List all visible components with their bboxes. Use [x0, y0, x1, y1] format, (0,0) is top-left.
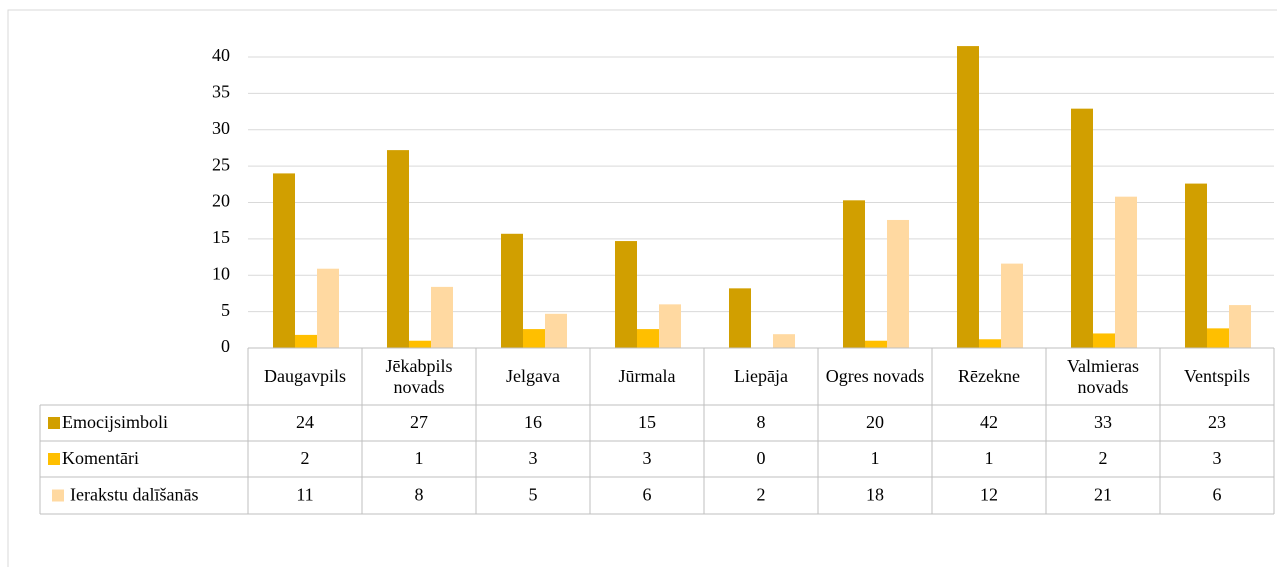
bar — [843, 200, 865, 348]
y-tick-label: 10 — [212, 263, 230, 283]
category-label: Jēkabpils novads — [385, 355, 453, 397]
y-tick-label: 5 — [221, 300, 230, 320]
category-label: Daugavpils — [264, 366, 346, 386]
table-cell: 1 — [415, 448, 424, 468]
table-cell: 1 — [871, 448, 880, 468]
table-cell: 16 — [524, 412, 542, 432]
table-cell: 0 — [757, 448, 766, 468]
bar — [317, 268, 339, 348]
category-label: Rēzekne — [958, 366, 1020, 386]
table-cell: 2 — [1099, 448, 1108, 468]
y-tick-label: 35 — [212, 82, 230, 102]
y-tick-label: 40 — [212, 45, 230, 65]
table-cell: 12 — [980, 485, 998, 505]
bar — [637, 329, 659, 348]
bar — [773, 334, 795, 348]
bar — [1185, 183, 1207, 348]
y-tick-label: 15 — [212, 227, 230, 247]
category-label: Valmieras novads — [1067, 355, 1139, 397]
bar — [501, 233, 523, 348]
table-cell: 6 — [1213, 485, 1222, 505]
bar — [865, 340, 887, 348]
bar — [887, 219, 909, 348]
table-cell: 11 — [296, 485, 313, 505]
category-label: Jelgava — [506, 366, 560, 386]
y-tick-label: 0 — [221, 336, 230, 356]
bar — [431, 286, 453, 348]
category-label: Jūrmala — [618, 366, 676, 386]
bar — [1093, 333, 1115, 348]
table-cell: 27 — [410, 412, 428, 432]
table-cell: 2 — [757, 485, 766, 505]
table-cell: 21 — [1094, 485, 1112, 505]
table-cell: 5 — [529, 485, 538, 505]
legend-label: Ierakstu dalīšanās — [70, 485, 198, 505]
bar — [295, 334, 317, 348]
table-cell: 15 — [638, 412, 656, 432]
bar — [957, 46, 979, 349]
table-cell: 3 — [529, 448, 538, 468]
legend-swatch — [48, 417, 60, 429]
table-cell: 33 — [1094, 412, 1112, 432]
table-cell: 42 — [980, 412, 998, 432]
category-label: Ventspils — [1183, 366, 1250, 386]
table-cell: 3 — [643, 448, 652, 468]
table-cell: 18 — [866, 485, 884, 505]
bar — [659, 304, 681, 348]
y-tick-label: 25 — [212, 154, 230, 174]
bar — [1115, 196, 1137, 348]
table-cell: 3 — [1213, 448, 1222, 468]
bar — [409, 340, 431, 348]
legend-swatch — [48, 453, 60, 465]
table-cell: 1 — [985, 448, 994, 468]
bar — [273, 173, 295, 348]
bar — [615, 241, 637, 348]
chart-border — [7, 9, 1277, 567]
bar — [1229, 305, 1251, 348]
bar — [979, 339, 1001, 348]
category-label: Liepāja — [734, 366, 788, 386]
category-label: Ogres novads — [825, 366, 925, 386]
legend-label: Emocijsimboli — [62, 412, 168, 432]
table-cell: 8 — [757, 412, 766, 432]
bar — [387, 150, 409, 348]
bar — [729, 288, 751, 348]
table-cell: 8 — [415, 485, 424, 505]
y-tick-label: 30 — [212, 118, 230, 138]
table-cell: 6 — [643, 485, 652, 505]
table-cell: 20 — [866, 412, 884, 432]
legend-swatch — [52, 489, 64, 502]
bar — [523, 329, 545, 348]
table-cell: 23 — [1208, 412, 1226, 432]
bar — [1207, 328, 1229, 348]
bar — [1001, 263, 1023, 348]
table-cell: 2 — [301, 448, 310, 468]
bar — [1071, 108, 1093, 348]
y-tick-label: 20 — [212, 191, 230, 211]
legend-label: Komentāri — [62, 448, 139, 468]
bar — [545, 313, 567, 348]
table-cell: 24 — [296, 412, 314, 432]
